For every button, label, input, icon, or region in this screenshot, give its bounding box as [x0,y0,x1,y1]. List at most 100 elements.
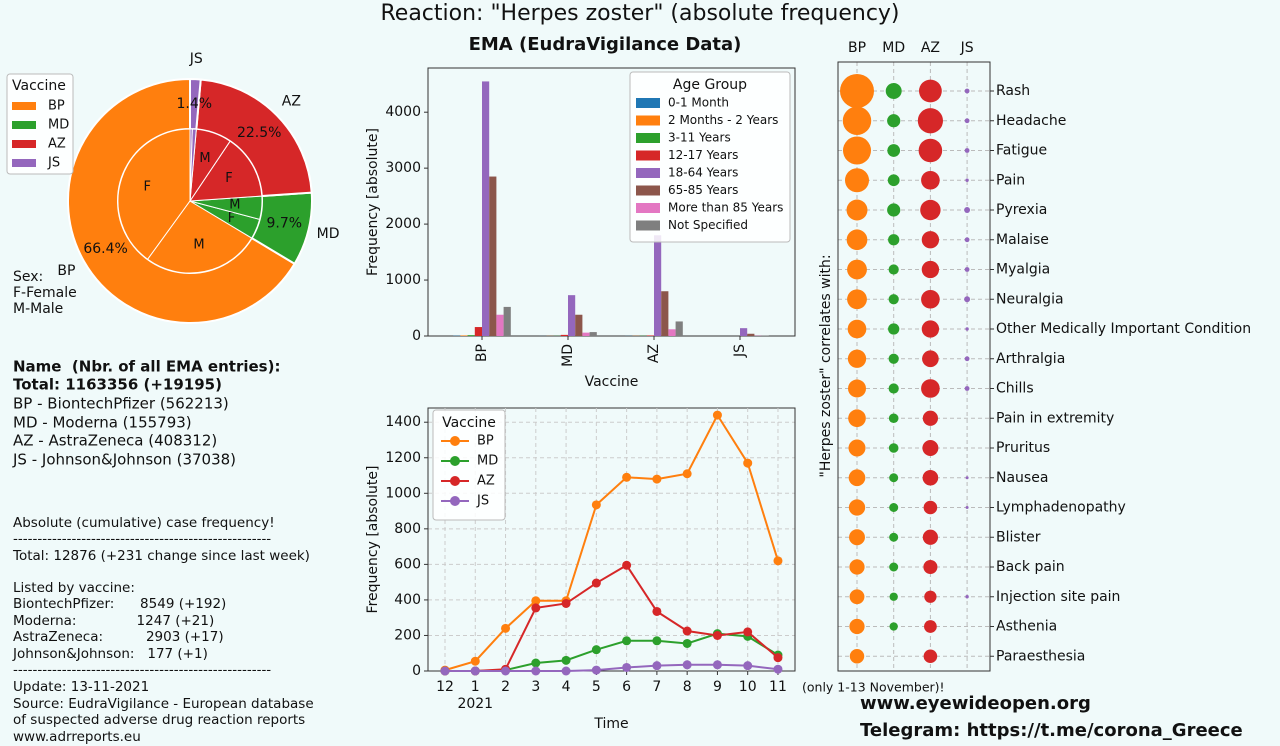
legend-marker [450,496,460,506]
bar [482,81,490,336]
point [440,666,450,676]
bubble [889,473,899,483]
bubble [964,356,970,362]
point [712,630,722,640]
legend-label: BP [48,99,65,114]
y-tick-label: 400 [394,592,421,608]
point [591,665,601,675]
legend-swatch [636,220,660,231]
info-update: Update: 13-11-2021 [13,679,149,695]
bubble [847,319,867,339]
bar [589,332,597,336]
bar [474,327,482,336]
bubble [923,559,938,575]
y-tick-label: 800 [394,521,421,537]
pie-annotation: F-Female [13,285,77,301]
legend-swatch [12,121,36,129]
bubble [924,620,937,633]
legend-box [6,73,74,175]
bubble [849,529,865,546]
bubble [921,320,940,338]
y-tick-label: 200 [394,627,421,643]
info-entry: MD - Moderna (155793) [13,414,192,432]
bubble [888,353,899,364]
point [652,661,662,671]
bubble [888,383,899,394]
legend-swatch [636,115,660,126]
x-tick-label: 2 [501,679,510,695]
y-axis-label: Frequency [absolute] [365,128,381,276]
row-label: Lymphadenopathy [996,500,1126,516]
point [712,660,722,670]
row-label: Headache [996,113,1066,129]
column-label: AZ [921,40,940,56]
legend-box [432,409,506,521]
legend-box [629,71,791,243]
row-label: Rash [996,83,1030,99]
point [622,472,632,482]
bubble [889,562,899,572]
point [743,627,753,637]
bubble [918,138,943,163]
legend-title: Vaccine [442,415,496,431]
bar [503,306,511,336]
x-tick-label: 4 [562,679,571,695]
bubble [921,231,940,249]
legend-label: 18-64 Years [668,166,738,180]
row-label: Pyrexia [996,202,1047,218]
bubble [846,199,868,221]
bubble [889,503,899,512]
y-tick-label: 0 [412,328,421,344]
series-line [445,663,779,672]
bubble [922,410,939,426]
bubble [887,203,901,217]
row-label: Fatigue [996,143,1047,159]
info-entry: AZ - AstraZeneca (408312) [13,432,217,450]
legend-label: AZ [477,474,495,489]
bubble [917,108,944,134]
point [561,666,571,676]
series-line [445,563,779,672]
point [743,661,753,671]
bubble [847,259,867,280]
slice-label: 22.5% [237,125,281,141]
legend-label: 2 Months - 2 Years [668,113,778,127]
inner-label: F [225,171,232,186]
slice-category: BP [57,263,75,279]
y-tick-label: 1000 [385,485,421,501]
series-line [444,413,779,672]
point [501,666,511,676]
y-tick-label: 600 [394,556,421,572]
bubble [840,74,874,108]
y-tick-label: 2000 [385,216,421,232]
info-total: Total: 1163356 (+19195) [13,376,222,394]
info-entry: BP - BiontechPfizer (562213) [13,395,229,413]
point [773,556,783,566]
x-tick-label: AZ [646,344,662,363]
point [652,606,662,616]
x-tick-label: 5 [592,679,601,695]
bubble [964,148,970,153]
legend-label: AZ [48,137,66,152]
telegram: Telegram: https://t.me/corona_Greece [860,720,1243,741]
bar [582,332,590,336]
x-tick-label: 3 [531,679,540,695]
column-label: MD [882,40,905,56]
bubble [847,289,867,310]
bubble [848,499,866,516]
point [773,664,783,674]
point [561,598,571,608]
axes-frame [837,61,991,672]
inner-slice [117,128,191,260]
row-label: Pain [996,172,1025,188]
legend-swatch [12,140,36,148]
info-listed: Listed by vaccine: [13,580,135,596]
legend-label: More than 85 Years [668,201,783,215]
bar [489,176,497,336]
bubble [846,229,868,251]
point [773,653,783,663]
bubble [888,413,899,424]
bar [496,314,504,336]
point [501,623,511,633]
legend-label: 12-17 Years [668,148,738,162]
